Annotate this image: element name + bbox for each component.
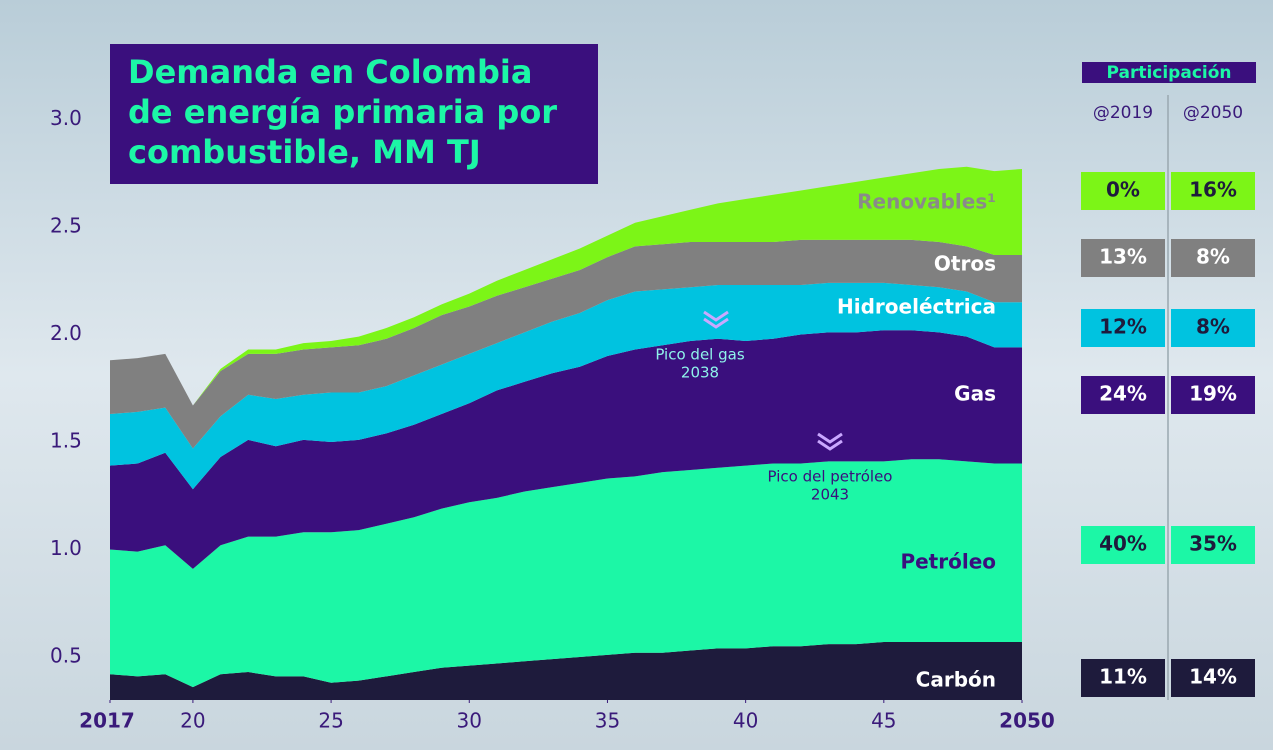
chart-title: de energía primaria por (128, 93, 557, 131)
chart-title: combustible, MM TJ (128, 133, 481, 171)
series-label: Gas (954, 382, 996, 406)
y-tick-label: 3.0 (50, 106, 82, 130)
area (110, 641, 1022, 700)
x-tick-label: 2017 (79, 709, 135, 733)
share-value: 8% (1196, 315, 1230, 339)
series-label: Carbón (916, 668, 996, 692)
annotation: Pico del petróleo (768, 468, 893, 486)
share-box (1171, 172, 1255, 210)
share-value: 24% (1099, 382, 1147, 406)
share-box (1081, 172, 1165, 210)
share-value: 19% (1189, 382, 1237, 406)
y-tick-label: 2.0 (50, 321, 82, 345)
share-box (1081, 309, 1165, 347)
annotation-arrow (703, 310, 729, 322)
y-tick-label: 1.0 (50, 536, 82, 560)
x-tick-label: 20 (180, 709, 205, 733)
share-value: 12% (1099, 315, 1147, 339)
chart-title: Demanda en Colombia (128, 53, 532, 91)
plot-area (110, 166, 1022, 700)
area (110, 330, 1022, 569)
series-label: Otros (934, 252, 996, 276)
share-value: 8% (1196, 245, 1230, 269)
x-tick-label: 2050 (999, 709, 1055, 733)
annotation: 2038 (681, 364, 719, 382)
share-box (1081, 526, 1165, 564)
share-value: 0% (1106, 178, 1140, 202)
annotation-arrow (817, 439, 843, 451)
x-tick-label: 40 (733, 709, 758, 733)
y-tick-label: 2.5 (50, 214, 82, 238)
share-column: @2019 (1093, 103, 1153, 123)
share-box (1171, 309, 1255, 347)
x-tick-label: 30 (457, 709, 482, 733)
series-label: Hidroeléctrica (837, 295, 996, 319)
annotation-arrow (703, 317, 729, 329)
x-tick-label: 25 (318, 709, 343, 733)
x-tick-label: 35 (595, 709, 620, 733)
share-value: 14% (1189, 665, 1237, 689)
annotation: 2043 (811, 486, 849, 504)
area (110, 459, 1022, 688)
annotation: Pico del gas (655, 346, 744, 364)
annotation-arrow (817, 432, 843, 444)
share-value: 16% (1189, 178, 1237, 202)
share-box (1081, 659, 1165, 697)
share-box (1081, 376, 1165, 414)
share-box (1171, 376, 1255, 414)
share-box (1171, 239, 1255, 277)
title-box (110, 44, 598, 184)
series-label: Renovables¹ (857, 190, 996, 214)
area (110, 282, 1022, 490)
share-column: @2050 (1183, 103, 1243, 123)
share-value: 11% (1099, 665, 1147, 689)
share-value: 40% (1099, 532, 1147, 556)
y-tick-label: 0.5 (50, 644, 82, 668)
area (110, 166, 1022, 406)
share-value: 35% (1189, 532, 1237, 556)
area (110, 239, 1022, 449)
x-tick-label: 45 (871, 709, 896, 733)
share-title: Participación (1106, 63, 1231, 83)
share-header-box (1082, 62, 1256, 83)
share-box (1171, 526, 1255, 564)
series-label: Petróleo (900, 550, 996, 574)
share-value: 13% (1099, 245, 1147, 269)
y-tick-label: 1.5 (50, 429, 82, 453)
share-box (1171, 659, 1255, 697)
share-box (1081, 239, 1165, 277)
